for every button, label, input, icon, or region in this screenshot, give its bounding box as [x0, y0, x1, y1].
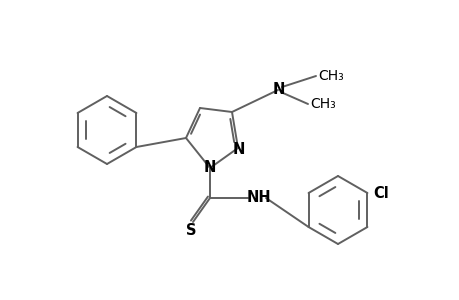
- Text: NH: NH: [246, 190, 271, 205]
- Text: Cl: Cl: [373, 187, 388, 202]
- Text: N: N: [272, 82, 285, 97]
- Text: N: N: [203, 160, 216, 175]
- Text: S: S: [185, 224, 196, 238]
- Text: CH₃: CH₃: [318, 69, 343, 83]
- Text: N: N: [232, 142, 245, 157]
- Text: CH₃: CH₃: [309, 97, 335, 111]
